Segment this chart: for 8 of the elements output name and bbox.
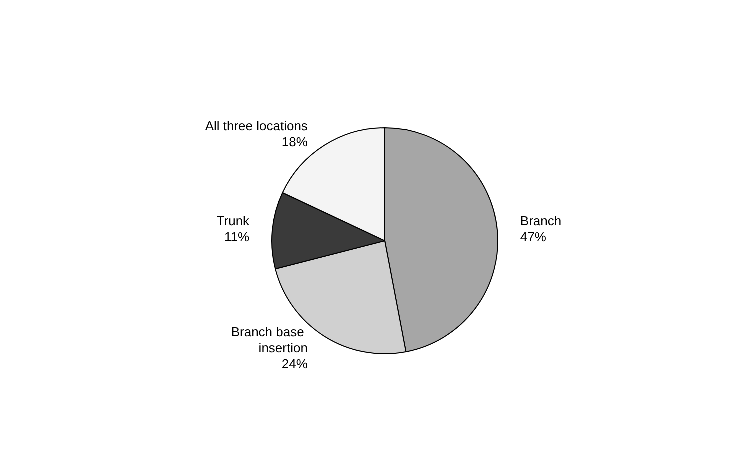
data-label: 18% bbox=[282, 134, 308, 150]
data-label: 11% bbox=[224, 230, 250, 245]
data-label: 47% bbox=[520, 230, 547, 245]
slice-label: Branch bbox=[520, 214, 562, 229]
data-label: 24% bbox=[282, 356, 308, 372]
slice-label: Trunk bbox=[216, 214, 250, 229]
slice-label: All three locations bbox=[205, 118, 308, 134]
slice-label: Branch base insertion bbox=[231, 324, 308, 356]
